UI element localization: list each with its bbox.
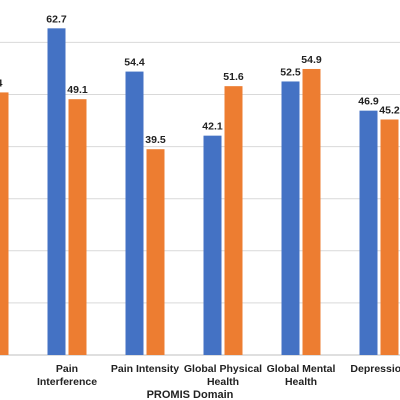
- data-labels: 62.7 54.4 42.1 52.5 46.9 4 49.1 39.5 51.6 54.9 45.…: [0, 13, 400, 146]
- data-label-series1-1: 62.7: [46, 13, 67, 25]
- data-label-series2-1: 49.1: [67, 84, 88, 96]
- bar-series2-4: [302, 68, 321, 355]
- bar-series1-5: [359, 110, 378, 355]
- bar-series2-3: [224, 86, 243, 355]
- bar-series1-2: [125, 71, 144, 356]
- bars: [0, 28, 399, 356]
- data-label-series1-3: 42.1: [202, 121, 223, 133]
- data-label-series2-3: 51.6: [223, 71, 244, 83]
- bar-series1-3: [203, 135, 222, 355]
- category-labels: alnPainInterferencePain IntensityGlobal …: [37, 363, 400, 388]
- category-label-3: Global Physical Health: [184, 363, 262, 388]
- data-label-series2-4: 54.9: [301, 54, 322, 66]
- x-axis-title: PROMIS Domain: [147, 389, 234, 400]
- gridlines: [0, 41, 400, 356]
- data-label-series1-4: 52.5: [280, 66, 301, 78]
- category-label-5: Depression: [350, 363, 400, 375]
- bar-series2-0: [0, 92, 9, 355]
- bar-series1-1: [47, 28, 66, 355]
- data-label-series2-5: 45.2: [379, 105, 400, 117]
- data-label-series2-2: 39.5: [145, 134, 166, 146]
- data-label-series1-2: 54.4: [124, 57, 145, 69]
- category-label-1: Pain Interference: [37, 363, 97, 388]
- category-label-2: Pain Intensity: [111, 363, 179, 375]
- data-label-series1-5: 46.9: [358, 96, 379, 108]
- bar-series2-1: [68, 99, 87, 356]
- bar-series1-4: [281, 81, 300, 355]
- category-label-4: Global Mental Health: [267, 363, 336, 388]
- bar-series2-5: [380, 119, 399, 356]
- data-label-series2-0: 4: [0, 77, 3, 89]
- bar-series2-2: [146, 149, 165, 355]
